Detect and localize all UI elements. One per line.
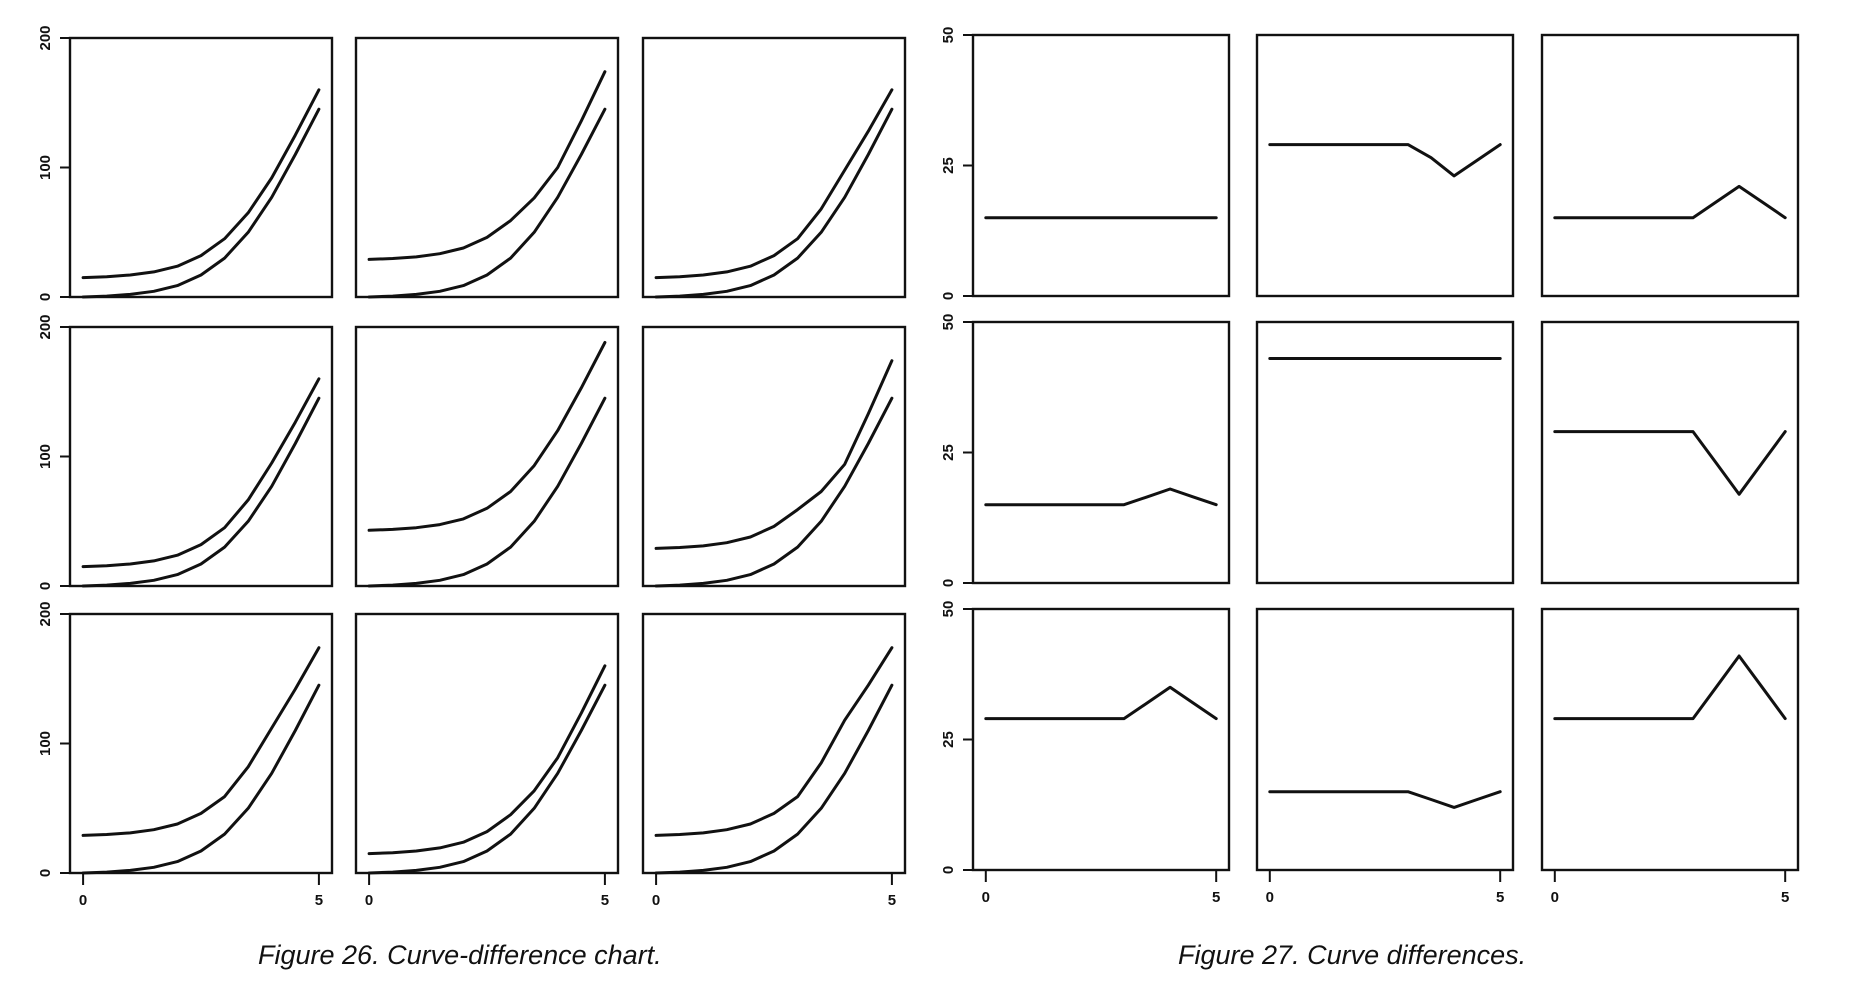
figure27-panel-r3c1-ytick-label-25: 25 <box>940 731 957 748</box>
figure27-panel-r1c1-ytick-label-0: 0 <box>940 292 957 300</box>
figure26-panel-r1c1-offset-curve <box>81 88 321 280</box>
figure26-panel-r1c2-base-curve <box>367 107 607 299</box>
figure26-panel-r3c1-xtick-label-5: 5 <box>315 892 323 909</box>
figure27-panel-r3c2-xtick-label-5: 5 <box>1496 889 1504 906</box>
figure26-panel-r3c2-base-curve <box>367 683 607 875</box>
figure27-panel-r3c1-xtick-label-5: 5 <box>1212 889 1220 906</box>
figure27-panel-r1c1: 0 25 50 <box>940 27 1231 300</box>
figure27-panel-r2c1-difference-line <box>984 487 1218 507</box>
figure26-panel-r3c3-base-curve <box>654 683 894 875</box>
figure27-panel-r3c1-xtick-label-0: 0 <box>982 889 990 906</box>
figure26-panel-r2c1: 0 100 200 <box>37 314 334 590</box>
figure27-panel-r3c2-difference-line <box>1268 790 1502 809</box>
figure26-panel-r2c2-offset-curve <box>367 341 607 532</box>
figure26-panel-r1c2-frame <box>354 36 620 299</box>
figure27-panel-r3c1-ytick-label-0: 0 <box>940 866 957 874</box>
figure26-panel-r3c1-ytick-label-100: 100 <box>37 731 54 756</box>
figure26-panel-r1c1-ytick-label-200: 200 <box>37 25 54 50</box>
figure26-panel-r1c3 <box>641 36 907 299</box>
figure27-panel-r2c1-ytick-label-0: 0 <box>940 579 957 587</box>
figure27-panel-r1c1-ytick-label-25: 25 <box>940 157 957 174</box>
figure27-panel-r1c3 <box>1540 33 1800 298</box>
figure26-panel-r3c3-xtick-label-5: 5 <box>888 892 896 909</box>
figure26-panel-r3c1-offset-curve <box>81 646 321 837</box>
figure26-panel-r3c1-base-curve <box>81 683 321 875</box>
figure27-panel-r1c3-frame <box>1540 33 1800 298</box>
figure-27-caption: Figure 27. Curve differences. <box>1178 940 1527 970</box>
figure27-panel-r1c1-ytick-label-50: 50 <box>940 27 957 44</box>
figure26-panel-r3c3-xtick-label-0: 0 <box>652 892 660 909</box>
figure27-panel-r3c3-xtick-label-5: 5 <box>1781 889 1789 906</box>
figure26-panel-r3c1: 0 100 200 0 5 <box>37 601 334 909</box>
figure27-panel-r2c2 <box>1255 320 1515 585</box>
figure27-panel-r2c3-difference-line <box>1553 430 1787 496</box>
figure26-panel-r2c1-ytick-label-100: 100 <box>37 444 54 469</box>
figure26-panel-r3c3-offset-curve <box>654 646 894 837</box>
figure27-panel-r2c3-frame <box>1540 320 1800 585</box>
figure26-panel-r1c1-frame <box>68 36 334 299</box>
figure26-panel-r2c1-ytick-label-0: 0 <box>37 582 54 590</box>
figure27-panel-r1c2-difference-line <box>1268 143 1502 178</box>
figure26-panel-r2c1-frame <box>68 325 334 588</box>
figure27-panel-r2c1-ytick-label-25: 25 <box>940 444 957 461</box>
figure27-panel-r1c2 <box>1255 33 1515 298</box>
figure27-panel-r3c1-ytick-label-50: 50 <box>940 601 957 618</box>
figure26-panel-r1c3-base-curve <box>654 107 894 299</box>
figure26-panel-r1c2-offset-curve <box>367 70 607 261</box>
figure26-panel-r2c2 <box>354 325 620 588</box>
figure-26-caption: Figure 26. Curve-difference chart. <box>258 940 662 970</box>
figure26-panel-r1c1-ytick-label-100: 100 <box>37 155 54 180</box>
figure26-panel-r3c2-xtick-label-0: 0 <box>365 892 373 909</box>
figure26-panel-r2c3-offset-curve <box>654 359 894 550</box>
figure26-panel-r1c2 <box>354 36 620 299</box>
figure27-panel-r2c2-frame <box>1255 320 1515 585</box>
figure27-panel-r3c3-difference-line <box>1553 654 1787 721</box>
figure27-panel-r1c2-frame <box>1255 33 1515 298</box>
figure27-panel-r1c3-difference-line <box>1553 184 1787 220</box>
figure26-panel-r2c2-frame <box>354 325 620 588</box>
figure27-panel-r1c1-frame <box>971 33 1231 298</box>
figure26-panel-r1c1-ytick-label-0: 0 <box>37 293 54 301</box>
figure26-panel-r1c1: 0 100 200 <box>37 25 334 301</box>
figure26-panel-r2c1-base-curve <box>81 396 321 588</box>
figure26-panel-r1c3-offset-curve <box>654 88 894 280</box>
figure26-panel-r2c1-offset-curve <box>81 377 321 569</box>
figure26-panel-r3c2-frame <box>354 612 620 875</box>
figure27-panel-r2c1-frame <box>971 320 1231 585</box>
figure27-panel-r3c3-frame <box>1540 607 1800 872</box>
figure27-panel-r2c3 <box>1540 320 1800 585</box>
figure27-panel-r3c2-xtick-label-0: 0 <box>1266 889 1274 906</box>
figure26-panel-r3c2-xtick-label-5: 5 <box>601 892 609 909</box>
figure26-panel-r2c3-base-curve <box>654 396 894 588</box>
figure26-panel-r2c1-ytick-label-200: 200 <box>37 314 54 339</box>
figure26-panel-r2c2-base-curve <box>367 396 607 588</box>
figure26-panel-r3c1-xtick-label-0: 0 <box>79 892 87 909</box>
figure26-panel-r2c3 <box>641 325 907 588</box>
figure26-panel-r2c3-frame <box>641 325 907 588</box>
figure27-panel-r3c2-frame <box>1255 607 1515 872</box>
figure27-panel-r3c3-xtick-label-0: 0 <box>1551 889 1559 906</box>
figure26-panel-r1c1-base-curve <box>81 107 321 299</box>
figure26-panel-r3c1-ytick-label-0: 0 <box>37 869 54 877</box>
figure27-panel-r3c1-difference-line <box>984 685 1218 721</box>
figure26-panel-r1c3-frame <box>641 36 907 299</box>
figure26-panel-r3c3-frame <box>641 612 907 875</box>
figure27-panel-r2c1-ytick-label-50: 50 <box>940 314 957 331</box>
figure27-panel-r2c1: 0 25 50 <box>940 314 1231 587</box>
figure27-panel-r3c1: 0 25 50 0 5 <box>940 601 1231 906</box>
figure26-panel-r3c2-offset-curve <box>367 664 607 856</box>
figure26-panel-r3c1-ytick-label-200: 200 <box>37 601 54 626</box>
figure27-panel-r3c1-frame <box>971 607 1231 872</box>
